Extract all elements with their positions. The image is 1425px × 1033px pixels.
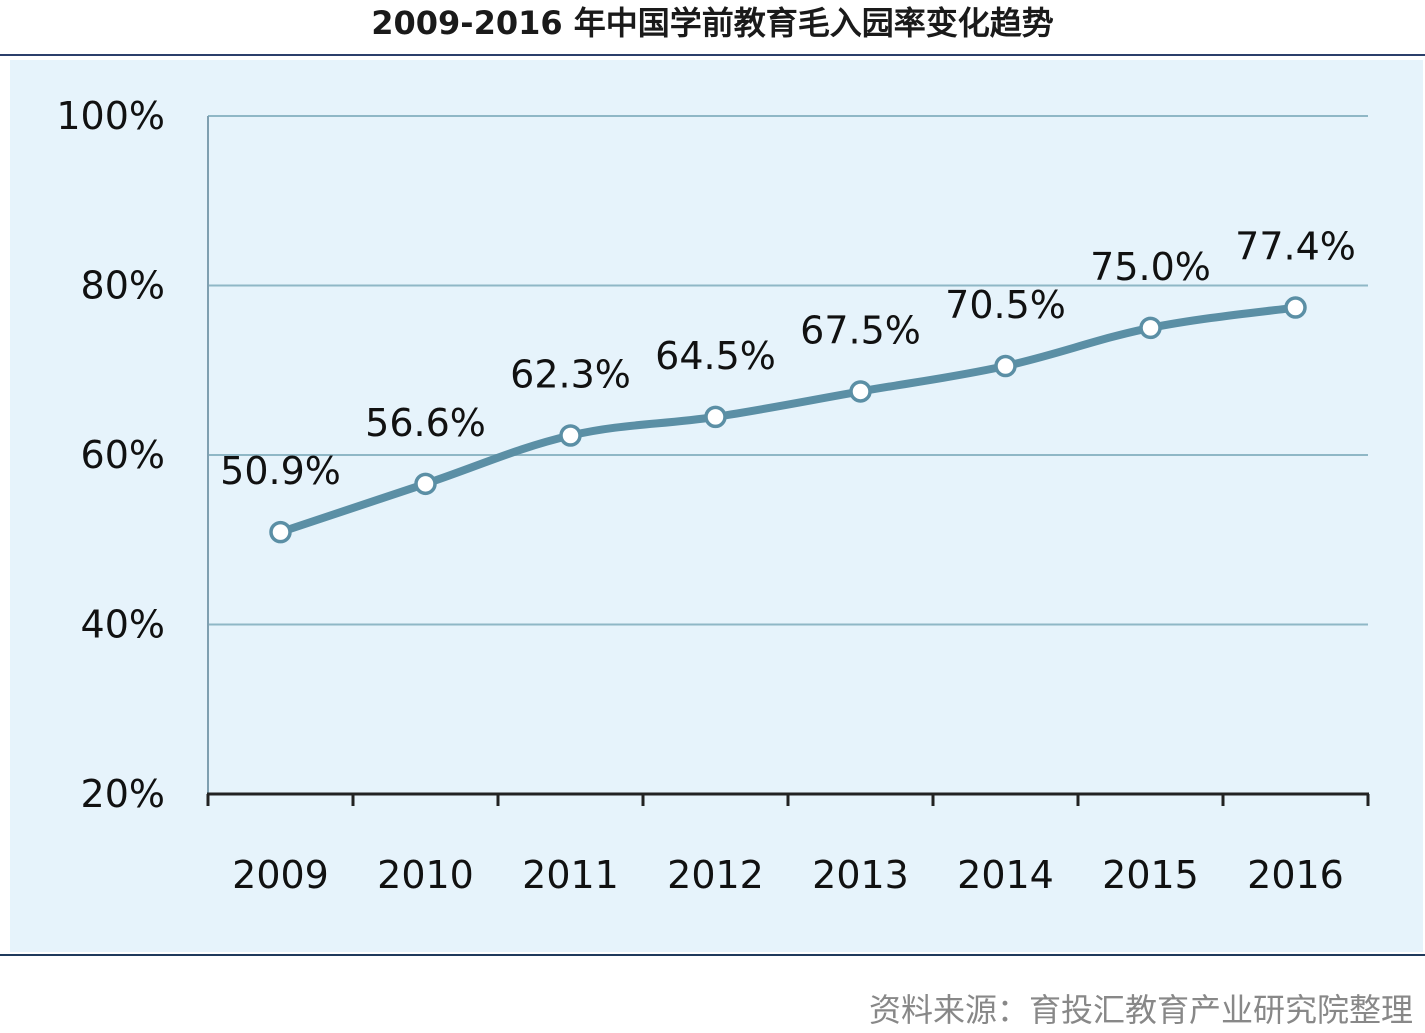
- data-label-2011: 62.3%: [510, 353, 631, 397]
- data-point-2012: [704, 405, 727, 429]
- x-tick-label: 2010: [377, 853, 474, 897]
- data-point-2011: [559, 424, 582, 447]
- data-label-2010: 56.6%: [365, 401, 486, 445]
- data-point-2015: [1139, 316, 1162, 340]
- y-tick-label: 40%: [81, 603, 165, 647]
- x-tick-label: 2013: [812, 853, 909, 897]
- x-tick-label: 2016: [1247, 853, 1344, 897]
- x-tick-label: 2015: [1102, 853, 1199, 897]
- x-tick-label: 2009: [232, 853, 329, 897]
- data-point-2016: [1284, 296, 1307, 319]
- y-tick-label: 60%: [81, 433, 165, 477]
- data-point-2013: [849, 380, 872, 403]
- data-label-2013: 67.5%: [800, 308, 921, 352]
- data-point-2014: [994, 354, 1017, 378]
- data-label-2016: 77.4%: [1235, 225, 1356, 269]
- bottom-divider: [0, 954, 1425, 956]
- x-tick-label: 2011: [522, 853, 619, 897]
- data-label-2014: 70.5%: [945, 283, 1066, 327]
- series-line: [276, 303, 1300, 537]
- title-divider: [0, 54, 1425, 56]
- y-tick-label: 100%: [56, 94, 165, 138]
- x-tick-label: 2012: [667, 853, 764, 897]
- chart-title: 2009-2016 年中国学前教育毛入园率变化趋势: [371, 4, 1054, 42]
- data-label-2009: 50.9%: [220, 449, 341, 493]
- plot-background: [10, 60, 1423, 952]
- y-tick-label: 80%: [81, 264, 165, 308]
- source-note: 资料来源：育投汇教育产业研究院整理: [868, 991, 1413, 1029]
- data-label-2012: 64.5%: [655, 334, 776, 378]
- data-point-2009: [269, 520, 292, 544]
- y-tick-label: 20%: [81, 772, 165, 816]
- x-tick-label: 2014: [957, 853, 1054, 897]
- data-point-2010: [414, 472, 437, 496]
- data-label-2015: 75.0%: [1090, 245, 1211, 289]
